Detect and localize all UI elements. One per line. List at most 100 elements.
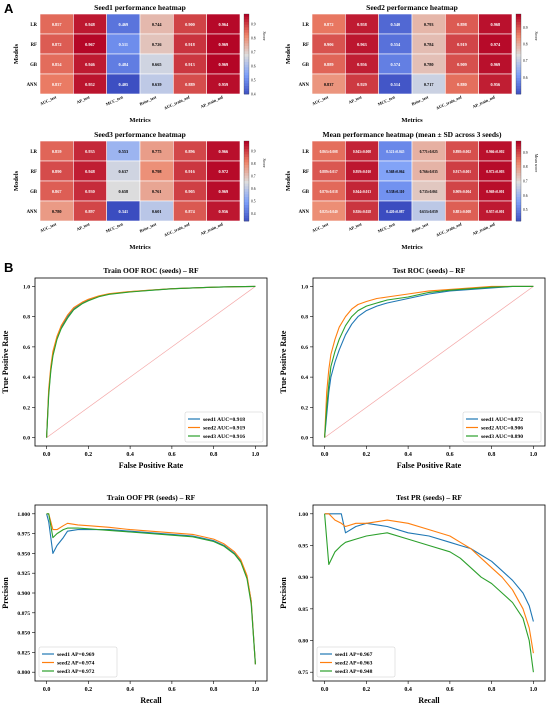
x-axis-label: Metrics — [129, 117, 151, 124]
heatmap-cell-label: 0.918 — [185, 42, 195, 47]
line-chart-3: Train OOF PR (seeds) – RF 0.0 0.2 0.4 0.6 0.8… — [1, 493, 268, 705]
colorbar-segment — [516, 173, 521, 177]
y-tick-label: 0.4 — [301, 375, 308, 381]
colorbar-tick: 0.6 — [251, 64, 256, 68]
y-tick-label: 0.900 — [17, 591, 30, 597]
y-tick-label: 0.95 — [298, 543, 308, 549]
colorbar-segment — [516, 72, 521, 76]
y-tick-label: 0.950 — [17, 551, 30, 557]
heatmap-cell-label: 0.784 — [424, 42, 435, 47]
column-label: Brier_test — [411, 94, 430, 106]
colorbar-segment — [516, 75, 521, 79]
line-chart-4: Test PR (seeds) – RF 0.0 0.2 0.4 0.6 0.8 1.0 0.… — [279, 493, 546, 705]
y-axis-label: Models — [285, 43, 292, 64]
heatmap-cell-label: 0.969±0.001 — [486, 190, 504, 194]
heatmap-cell-label: 0.514 — [390, 82, 401, 87]
x-tick-label: 0.0 — [43, 687, 51, 693]
chart-title: Test ROC (seeds) – RF — [393, 266, 466, 275]
colorbar: 0.9 0.8 0.7 0.6 0.5 Mean score — [515, 140, 539, 222]
y-axis-label: Models — [13, 43, 20, 64]
legend: seed1 AP=0.967 seed2 AP=0.963 seed3 AP=0.9… — [316, 646, 396, 678]
colorbar-segment — [516, 170, 521, 174]
colorbar-segment — [244, 62, 249, 66]
heatmap-cell — [478, 200, 513, 222]
heatmap-4: Mean performance heatmap (mean ± SD acro… — [285, 130, 539, 251]
legend-entry: seed1 AUC=0.918 — [203, 417, 245, 423]
heatmap-cell-label: 0.872 — [324, 22, 334, 27]
colorbar-tick: 0.5 — [251, 78, 256, 82]
heatmap-cell-label: 0.837 — [324, 82, 335, 87]
colorbar-segment — [516, 14, 521, 18]
colorbar-segment — [516, 51, 521, 55]
row-label: LR — [30, 150, 37, 155]
colorbar-segment — [244, 75, 249, 79]
x-tick-label: 0.4 — [126, 687, 134, 693]
heatmap-cell-label: 0.726 — [152, 42, 163, 47]
colorbar-segment — [244, 189, 249, 193]
y-axis-label: Precision — [279, 577, 288, 609]
heatmap-cell-label: 0.653±0.059 — [420, 210, 438, 214]
heatmap-cell-label: 0.658 — [118, 189, 128, 194]
heatmap-cell-label: 0.956 — [218, 209, 229, 214]
row-label: RF — [31, 43, 37, 48]
x-tick-label: 1.0 — [252, 452, 260, 458]
colorbar-segment — [244, 67, 249, 71]
heatmap-cell-label: 0.825±0.040 — [320, 210, 338, 214]
heatmap-cell-label: 0.511 — [119, 42, 128, 47]
colorbar-segment — [516, 186, 521, 190]
x-tick-label: 0.6 — [446, 452, 454, 458]
colorbar-segment — [244, 146, 249, 150]
y-tick-label: 0.8 — [23, 315, 30, 321]
heatmap-cell-label: 0.469 — [118, 22, 128, 27]
column-label: AUC_train_oof — [435, 221, 463, 237]
colorbar-segment — [516, 141, 521, 145]
x-tick-label: 0.4 — [404, 687, 412, 693]
heatmap-cell-label: 0.948 — [85, 169, 95, 174]
y-tick-label: 0.2 — [301, 405, 308, 411]
x-axis-label: Recall — [140, 696, 162, 703]
colorbar-segment — [516, 83, 521, 87]
colorbar-segment — [244, 210, 249, 214]
heatmap-cell-label: 0.880 — [457, 82, 467, 87]
colorbar-segment — [244, 40, 249, 44]
legend-entry: seed2 AP=0.974 — [57, 661, 95, 667]
x-axis-label: Metrics — [129, 244, 151, 251]
line-chart-1: Train OOF ROC (seeds) – RF 0.0 0.2 0.4 0.6 0.… — [1, 266, 268, 470]
colorbar-segment — [516, 213, 521, 217]
heatmap-cell-label: 0.538±0.110 — [386, 190, 404, 194]
heatmap-title: Seed2 performance heatmap — [366, 3, 458, 12]
heatmap-cell-label: 0.945±0.008 — [353, 150, 371, 154]
legend-entry: seed1 AP=0.967 — [335, 652, 373, 658]
colorbar-segment — [516, 194, 521, 198]
heatmap-cell-label: 0.896 — [185, 149, 196, 154]
heatmap-cell-label: 0.665 — [152, 62, 162, 67]
x-axis-label: Metrics — [401, 244, 423, 251]
colorbar-frame — [515, 140, 522, 222]
heatmap-cell-label: 0.874 — [185, 209, 196, 214]
colorbar-label: Score — [534, 31, 539, 40]
colorbar-segment — [516, 146, 521, 150]
colorbar: 0.9 0.8 0.7 0.6 0.5 0.4 Score — [243, 13, 267, 97]
x-axis-label: False Positive Rate — [397, 461, 462, 470]
colorbar-segment — [516, 80, 521, 84]
heatmap-cell-label: 0.968 — [490, 22, 500, 27]
heatmap-cell-label: 0.872 — [52, 42, 62, 47]
y-axis-label: True Positive Rate — [279, 330, 288, 393]
colorbar-tick: 0.9 — [251, 22, 256, 26]
colorbar-segment — [516, 197, 521, 201]
heatmap-cell-label: 0.854 — [52, 62, 63, 67]
row-label: ANN — [27, 210, 38, 215]
heatmap-cell-label: 0.890 — [52, 169, 62, 174]
series-line-seed3 — [46, 285, 256, 438]
heatmap-cell-label: 0.766±0.035 — [420, 170, 438, 174]
heatmap-cell-label: 0.916 — [185, 169, 196, 174]
colorbar-tick: 0.7 — [523, 59, 528, 63]
y-tick-label: 0.90 — [298, 575, 308, 581]
heatmap-cell-label: 0.958 — [357, 22, 367, 27]
colorbar-segment — [516, 78, 521, 82]
legend-entry: seed2 AP=0.963 — [335, 661, 373, 667]
colorbar-segment — [516, 149, 521, 153]
column-label: AP_train_oof — [200, 221, 225, 236]
colorbar-segment — [516, 62, 521, 66]
legend: seed1 AUC=0.918 seed2 AUC=0.919 seed3 AUC=… — [184, 411, 264, 443]
